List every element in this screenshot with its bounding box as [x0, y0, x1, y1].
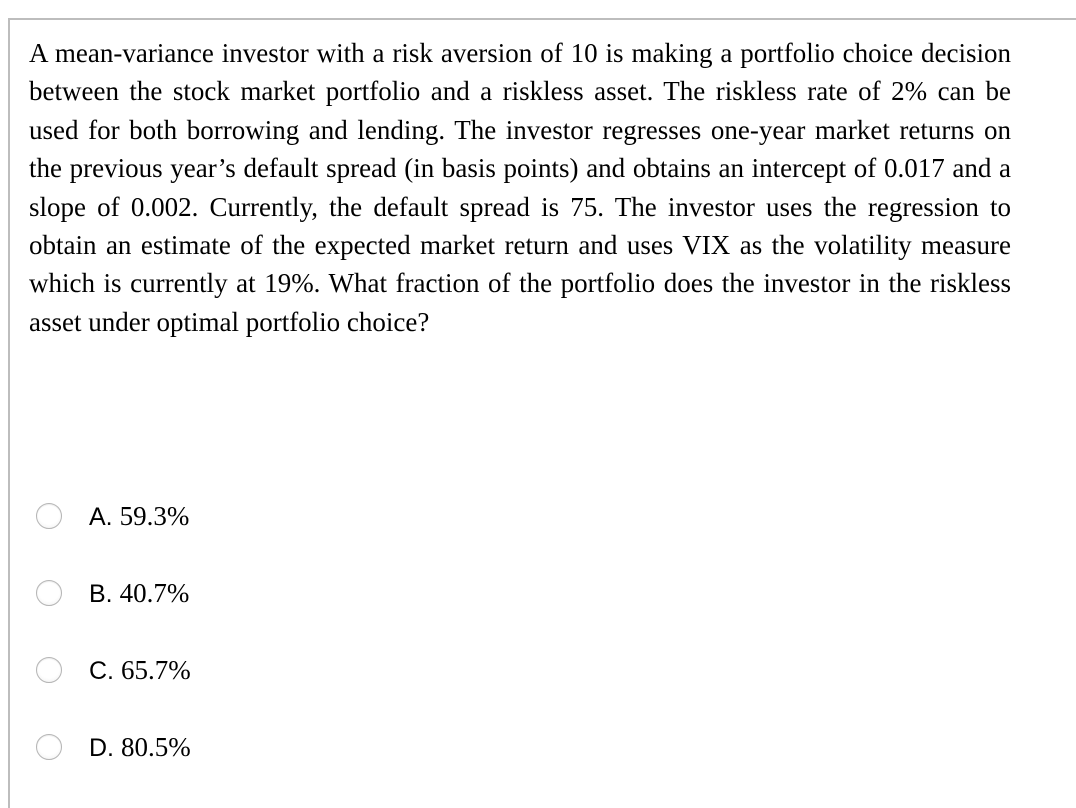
option-c[interactable]: C. 65.7%	[36, 648, 191, 692]
option-c-label: C. 65.7%	[89, 655, 191, 686]
option-b-label: B. 40.7%	[89, 578, 189, 609]
answer-options: A. 59.3% B. 40.7% C. 65.7% D. 80.5%	[36, 494, 191, 802]
option-a[interactable]: A. 59.3%	[36, 494, 191, 538]
question-text: A mean-variance investor with a risk ave…	[29, 38, 1011, 337]
option-c-letter: C.	[89, 656, 121, 685]
question-frame	[8, 18, 1076, 808]
option-d-value: 80.5%	[120, 731, 191, 762]
option-b[interactable]: B. 40.7%	[36, 571, 191, 615]
option-b-letter: B.	[89, 579, 120, 608]
option-d-letter: D.	[89, 733, 121, 762]
option-a-value: 59.3%	[119, 500, 190, 531]
option-d-label: D. 80.5%	[89, 732, 191, 763]
option-a-label: A. 59.3%	[89, 501, 189, 532]
option-a-radio[interactable]	[36, 503, 62, 529]
option-b-value: 40.7%	[119, 577, 190, 608]
option-c-value: 65.7%	[120, 654, 191, 685]
option-c-radio[interactable]	[36, 657, 62, 683]
option-b-radio[interactable]	[36, 580, 62, 606]
option-d-radio[interactable]	[36, 734, 62, 760]
option-a-letter: A.	[89, 502, 120, 531]
option-d[interactable]: D. 80.5%	[36, 725, 191, 769]
